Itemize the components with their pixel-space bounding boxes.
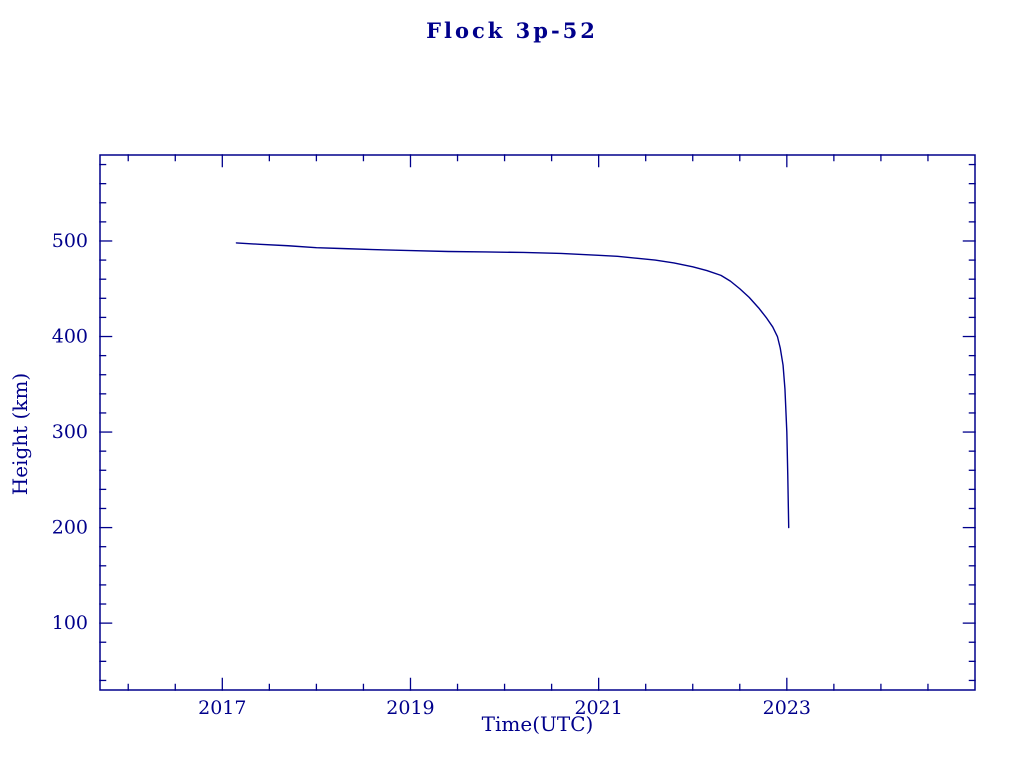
y-tick-label: 400 [52,326,88,348]
height-curve [235,242,790,529]
plot-frame [99,154,976,691]
y-tick-label: 100 [52,612,88,634]
chart-title: Flock 3p-52 [426,18,598,43]
y-tick-label: 200 [52,517,88,539]
x-tick-label: 2019 [386,697,434,719]
x-axis-label: Time(UTC) [481,712,594,736]
x-tick-label: 2021 [574,697,622,719]
x-tick-label: 2023 [763,697,811,719]
y-tick-label: 300 [52,421,88,443]
y-axis-label: Height (km) [8,372,32,496]
x-tick-label: 2017 [198,697,246,719]
y-tick-label: 500 [52,230,88,252]
